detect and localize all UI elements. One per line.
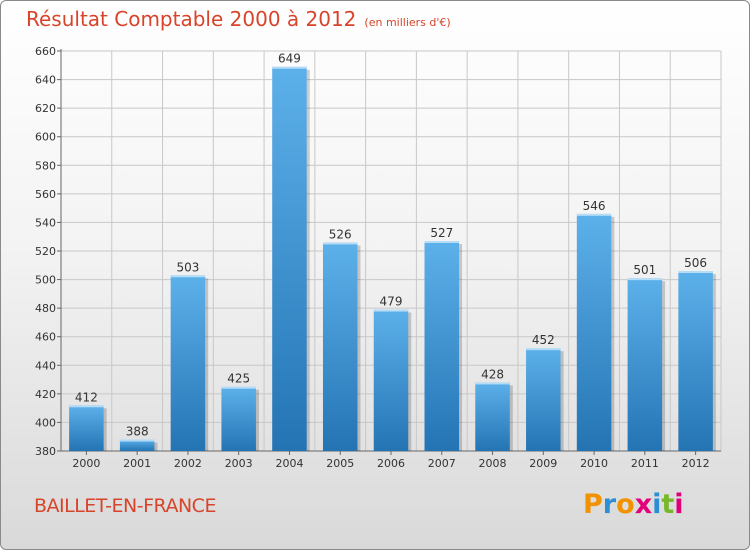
bar-highlight [69, 405, 104, 408]
bar-highlight [475, 382, 510, 385]
value-label: 527 [430, 226, 453, 240]
value-label: 649 [278, 52, 301, 66]
value-label: 428 [481, 367, 504, 381]
x-tick-label: 2007 [428, 457, 456, 470]
bar-2005 [322, 242, 358, 451]
y-tick-label: 480 [35, 302, 56, 315]
y-tick-label: 460 [35, 331, 56, 344]
city-name: BAILLET-EN-FRANCE [34, 495, 216, 517]
value-label: 546 [583, 199, 606, 213]
bar-2004 [272, 66, 307, 451]
y-tick-label: 540 [35, 216, 56, 229]
bar-2003 [221, 386, 256, 451]
bar-2012 [678, 271, 713, 451]
bar-highlight [170, 275, 206, 278]
value-label: 501 [633, 263, 656, 277]
y-tick-label: 580 [35, 159, 56, 172]
logo-letter: i [674, 489, 684, 520]
logo-letter: P [583, 489, 603, 520]
y-tick-label: 620 [35, 102, 56, 115]
bar-2007 [424, 241, 460, 451]
logo-letter: o [616, 489, 635, 520]
bar-highlight [627, 278, 663, 281]
bar-2011 [627, 278, 663, 451]
bar-highlight [119, 439, 155, 442]
bar-2001 [119, 439, 155, 451]
value-label: 412 [75, 390, 98, 404]
bar-highlight [221, 386, 256, 389]
y-tick-label: 660 [35, 45, 56, 58]
bar-2009 [526, 348, 561, 451]
y-tick-label: 560 [35, 188, 56, 201]
value-label: 526 [329, 227, 352, 241]
logo-letter: r [602, 489, 617, 520]
x-tick-label: 2003 [225, 457, 253, 470]
bar-highlight [526, 348, 561, 351]
bar-highlight [373, 309, 409, 312]
x-tick-label: 2001 [123, 457, 151, 470]
chart-title: Résultat Comptable 2000 à 2012 (en millie… [26, 7, 451, 31]
bar-highlight [322, 242, 358, 245]
bar-highlight [272, 66, 307, 69]
bar-2008 [475, 382, 510, 451]
proxiti-logo: Proxiti [583, 489, 684, 520]
x-tick-label: 2000 [72, 457, 100, 470]
bar-2002 [170, 275, 206, 451]
bar-2006 [373, 309, 409, 451]
x-tick-label: 2010 [580, 457, 608, 470]
logo-letter: t [661, 489, 675, 520]
y-tick-label: 400 [35, 416, 56, 429]
logo-letter: i [652, 489, 662, 520]
value-label: 388 [126, 425, 149, 439]
x-tick-label: 2002 [174, 457, 202, 470]
y-tick-label: 500 [35, 274, 56, 287]
value-label: 506 [684, 256, 707, 270]
chart-title-text: Résultat Comptable 2000 à 2012 [26, 7, 357, 31]
labels: 380 400 420 440 460 480 500 520 540 560 580 600 620 6… [35, 45, 710, 470]
bar-highlight [424, 241, 460, 243]
chart-unit: (en milliers d'€) [364, 16, 451, 29]
value-label: 503 [176, 260, 199, 274]
x-tick-label: 2012 [682, 457, 710, 470]
x-tick-label: 2006 [377, 457, 405, 470]
logo-letter: x [634, 489, 653, 520]
y-tick-label: 600 [35, 131, 56, 144]
x-tick-label: 2008 [479, 457, 507, 470]
y-tick-label: 440 [35, 359, 56, 372]
y-tick-label: 640 [35, 74, 56, 87]
y-tick-label: 420 [35, 388, 56, 401]
x-tick-label: 2009 [529, 457, 557, 470]
y-tick-label: 520 [35, 245, 56, 258]
value-label: 479 [380, 295, 403, 309]
bar-highlight [678, 271, 713, 273]
x-tick-label: 2005 [326, 457, 354, 470]
bar-2010 [576, 213, 612, 451]
value-label: 425 [227, 372, 250, 386]
bar-2000 [69, 405, 104, 451]
y-tick-label: 380 [35, 445, 56, 458]
x-tick-label: 2011 [631, 457, 659, 470]
bars [69, 66, 716, 451]
bar-highlight [576, 213, 612, 216]
value-label: 452 [532, 333, 555, 347]
x-tick-label: 2004 [275, 457, 303, 470]
